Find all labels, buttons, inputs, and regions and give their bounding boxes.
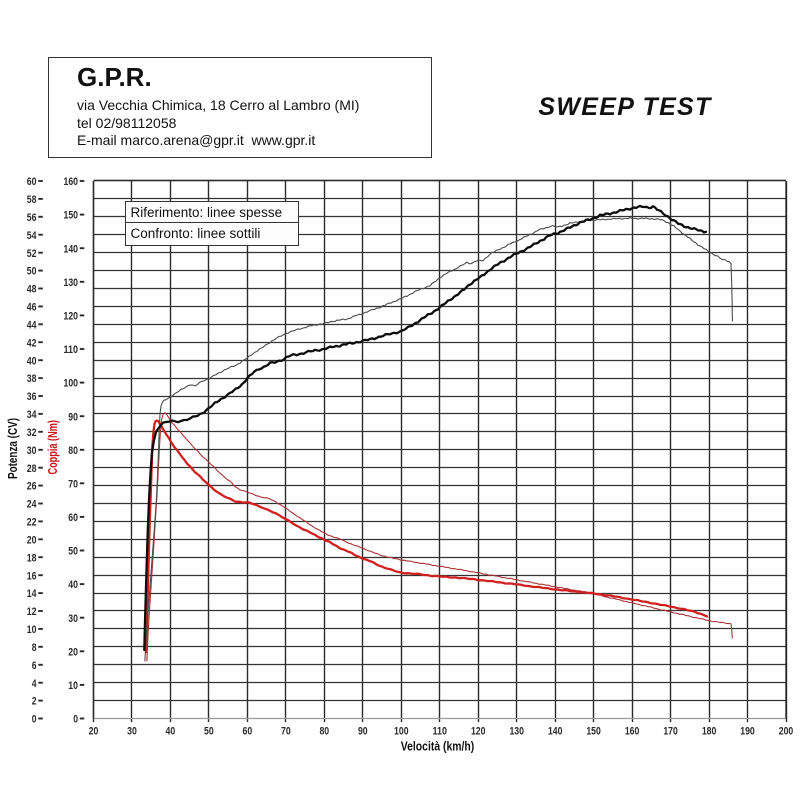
- svg-text:200: 200: [779, 726, 794, 738]
- svg-text:60: 60: [243, 726, 253, 738]
- svg-text:18: 18: [27, 552, 37, 564]
- svg-text:4: 4: [32, 678, 37, 690]
- svg-text:36: 36: [27, 391, 37, 403]
- svg-text:58: 58: [27, 194, 37, 206]
- svg-text:120: 120: [471, 726, 486, 738]
- svg-text:32: 32: [27, 427, 37, 439]
- svg-text:150: 150: [586, 726, 601, 738]
- svg-text:48: 48: [27, 284, 37, 296]
- svg-text:42: 42: [27, 337, 37, 349]
- svg-text:40: 40: [27, 355, 37, 367]
- svg-text:16: 16: [27, 570, 37, 582]
- svg-text:160: 160: [625, 726, 640, 738]
- svg-text:0: 0: [32, 714, 37, 726]
- svg-text:20: 20: [68, 646, 78, 658]
- svg-text:90: 90: [68, 411, 78, 423]
- svg-text:52: 52: [27, 248, 37, 260]
- svg-text:180: 180: [702, 726, 717, 738]
- svg-text:Potenza (CV): Potenza (CV): [6, 418, 20, 479]
- svg-text:130: 130: [509, 726, 524, 738]
- svg-text:40: 40: [166, 726, 176, 738]
- svg-text:22: 22: [27, 517, 37, 529]
- svg-text:30: 30: [127, 726, 137, 738]
- svg-text:56: 56: [27, 212, 37, 224]
- svg-text:80: 80: [68, 445, 78, 457]
- svg-text:46: 46: [27, 302, 37, 314]
- svg-text:14: 14: [27, 588, 37, 600]
- svg-text:50: 50: [68, 546, 78, 558]
- svg-text:Velocità (km/h): Velocità (km/h): [401, 739, 475, 753]
- svg-text:110: 110: [433, 726, 448, 738]
- svg-text:44: 44: [27, 319, 37, 331]
- svg-text:28: 28: [27, 463, 37, 475]
- svg-text:2: 2: [32, 696, 37, 708]
- svg-text:140: 140: [548, 726, 563, 738]
- svg-text:30: 30: [68, 613, 78, 625]
- svg-text:8: 8: [32, 642, 37, 654]
- svg-text:90: 90: [358, 726, 368, 738]
- svg-text:110: 110: [64, 344, 79, 356]
- svg-text:40: 40: [68, 579, 78, 591]
- svg-text:120: 120: [64, 311, 79, 323]
- svg-text:100: 100: [64, 378, 79, 390]
- svg-text:26: 26: [27, 481, 37, 493]
- svg-text:20: 20: [27, 534, 37, 546]
- svg-text:34: 34: [27, 409, 37, 421]
- svg-text:150: 150: [64, 210, 79, 222]
- svg-text:6: 6: [32, 660, 37, 672]
- svg-text:70: 70: [68, 478, 78, 490]
- svg-text:160: 160: [64, 176, 79, 188]
- svg-text:140: 140: [64, 243, 79, 255]
- svg-text:38: 38: [27, 373, 37, 385]
- svg-text:12: 12: [27, 606, 37, 618]
- svg-text:0: 0: [73, 714, 78, 726]
- svg-text:100: 100: [394, 726, 409, 738]
- svg-text:10: 10: [68, 680, 78, 692]
- svg-text:130: 130: [64, 277, 79, 289]
- svg-text:60: 60: [27, 176, 37, 188]
- svg-text:24: 24: [27, 499, 37, 511]
- svg-text:20: 20: [89, 726, 99, 738]
- svg-text:80: 80: [319, 726, 329, 738]
- svg-text:50: 50: [204, 726, 214, 738]
- svg-text:70: 70: [281, 726, 291, 738]
- svg-text:60: 60: [68, 512, 78, 524]
- svg-text:170: 170: [663, 726, 678, 738]
- svg-text:50: 50: [27, 266, 37, 278]
- svg-text:10: 10: [27, 624, 37, 636]
- svg-text:190: 190: [740, 726, 755, 738]
- svg-text:54: 54: [27, 230, 37, 242]
- svg-text:Coppia (Nm): Coppia (Nm): [46, 420, 60, 475]
- svg-text:30: 30: [27, 445, 37, 457]
